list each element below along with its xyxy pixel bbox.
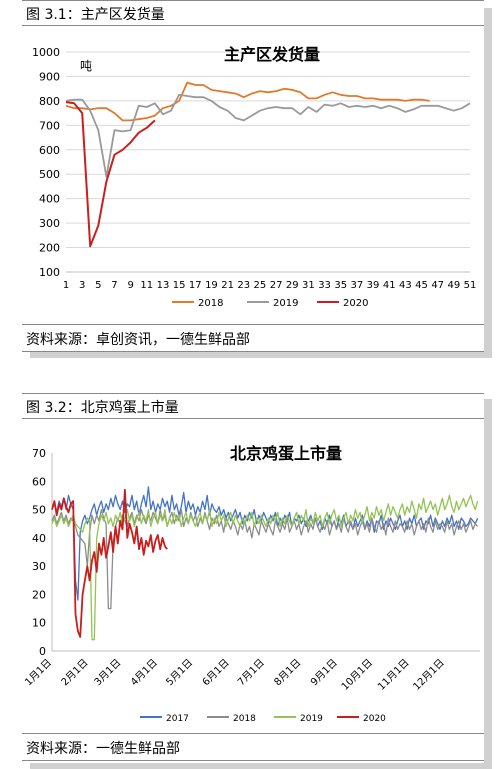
series-line-2020 — [65, 101, 156, 248]
figure-1-panel: 图 3.1：主产区发货量 100 200 300 400 500 600 700 800 900… — [22, 0, 484, 352]
figure-2-caption-bar: 图 3.2：北京鸡蛋上市量 — [22, 393, 484, 419]
y-tick-label: 30 — [32, 560, 46, 573]
x-tick-label: 1月1日 — [22, 657, 54, 689]
x-tick-label: 19 — [205, 280, 218, 291]
x-tick-label: 8月1日 — [272, 657, 304, 689]
legend-label-2019: 2019 — [300, 714, 323, 724]
y-tick-label: 20 — [32, 588, 46, 601]
y-tick-label: 10 — [32, 617, 46, 630]
x-tick-label: 10月1日 — [339, 657, 375, 693]
x-tick-label: 27 — [270, 280, 283, 291]
figure-1-source: 资料来源：卓创资讯，一德生鲜品部 — [26, 332, 250, 348]
x-tick-label: 39 — [367, 280, 380, 291]
x-tick-label: 21 — [221, 280, 234, 291]
x-tick-label: 51 — [464, 280, 477, 291]
figure-1-source-bar: 资料来源：卓创资讯，一德生鲜品部 — [22, 324, 484, 352]
x-tick-label: 41 — [383, 280, 396, 291]
x-tick-label: 37 — [351, 280, 364, 291]
series-line-2018 — [65, 81, 430, 122]
y-tick-label: 0 — [39, 645, 46, 658]
series-line-2020 — [51, 488, 168, 638]
y-tick-label: 60 — [32, 475, 46, 488]
series-line-2019 — [65, 93, 471, 178]
figure-2-source: 资料来源：一德生鲜品部 — [26, 741, 180, 757]
unit-label: 吨 — [80, 59, 92, 73]
figure-2-caption: 图 3.2：北京鸡蛋上市量 — [26, 400, 179, 416]
x-tick-label: 7月1日 — [235, 657, 267, 689]
figure-1-caption: 图 3.1：主产区发货量 — [26, 7, 165, 23]
x-tick-label: 3 — [79, 280, 85, 291]
y-tick-label: 50 — [32, 504, 46, 517]
chart-1-title: 主产区发货量 — [224, 45, 320, 64]
legend-label-2018: 2018 — [233, 714, 256, 724]
x-tick-label: 13 — [157, 280, 170, 291]
x-tick-label: 47 — [431, 280, 444, 291]
x-tick-label: 9 — [127, 280, 133, 291]
x-tick-label: 2月1日 — [59, 657, 91, 689]
y-tick-label: 800 — [39, 95, 60, 108]
figure-2-source-bar: 资料来源：一德生鲜品部 — [22, 733, 484, 761]
y-tick-label: 70 — [32, 447, 46, 460]
legend-label-2018: 2018 — [198, 298, 223, 309]
y-tick-label: 40 — [32, 532, 46, 545]
x-tick-label: 31 — [302, 280, 315, 291]
x-tick-label: 5 — [95, 280, 101, 291]
series-line-2017 — [51, 486, 479, 601]
y-tick-label: 100 — [39, 266, 60, 279]
x-tick-label: 23 — [237, 280, 250, 291]
x-tick-label: 45 — [415, 280, 428, 291]
x-tick-label: 49 — [447, 280, 460, 291]
x-tick-label: 12月1日 — [411, 657, 447, 693]
x-tick-label: 35 — [334, 280, 347, 291]
y-tick-label: 1000 — [32, 46, 60, 59]
x-tick-label: 4月1日 — [128, 657, 160, 689]
y-tick-label: 500 — [39, 168, 60, 181]
figure-1-caption-bar: 图 3.1：主产区发货量 — [22, 0, 484, 26]
y-tick-label: 700 — [39, 119, 60, 132]
y-tick-label: 200 — [39, 242, 60, 255]
x-tick-label: 3月1日 — [92, 657, 124, 689]
figure-2-panel: 图 3.2：北京鸡蛋上市量 0 10 20 30 40 50 60 70 1月1日 2月1日 3月1… — [22, 393, 484, 763]
x-tick-label: 1 — [63, 280, 69, 291]
y-tick-label: 600 — [39, 144, 60, 157]
x-tick-label: 9月1日 — [308, 657, 340, 689]
y-tick-label: 400 — [39, 193, 60, 206]
y-tick-label: 900 — [39, 70, 60, 83]
y-tick-label: 300 — [39, 217, 60, 230]
x-tick-label: 6月1日 — [200, 657, 232, 689]
legend-label-2017: 2017 — [166, 714, 189, 724]
chart-2-title: 北京鸡蛋上市量 — [230, 444, 342, 463]
legend-label-2020: 2020 — [343, 298, 368, 309]
x-tick-label: 15 — [173, 280, 186, 291]
x-tick-label: 17 — [189, 280, 202, 291]
x-tick-label: 11 — [140, 280, 153, 291]
x-tick-label: 43 — [399, 280, 412, 291]
x-tick-label: 5月1日 — [164, 657, 196, 689]
x-tick-label: 29 — [286, 280, 299, 291]
x-tick-label: 33 — [318, 280, 331, 291]
x-tick-label: 25 — [254, 280, 267, 291]
x-tick-label: 7 — [111, 280, 117, 291]
legend-label-2020: 2020 — [363, 714, 386, 724]
chart-2: 0 10 20 30 40 50 60 70 1月1日 2月1日 3月1日 4月1日 5月1日 6月1日 7… — [22, 444, 480, 724]
x-tick-label: 11月1日 — [375, 657, 411, 693]
legend-label-2019: 2019 — [273, 298, 298, 309]
